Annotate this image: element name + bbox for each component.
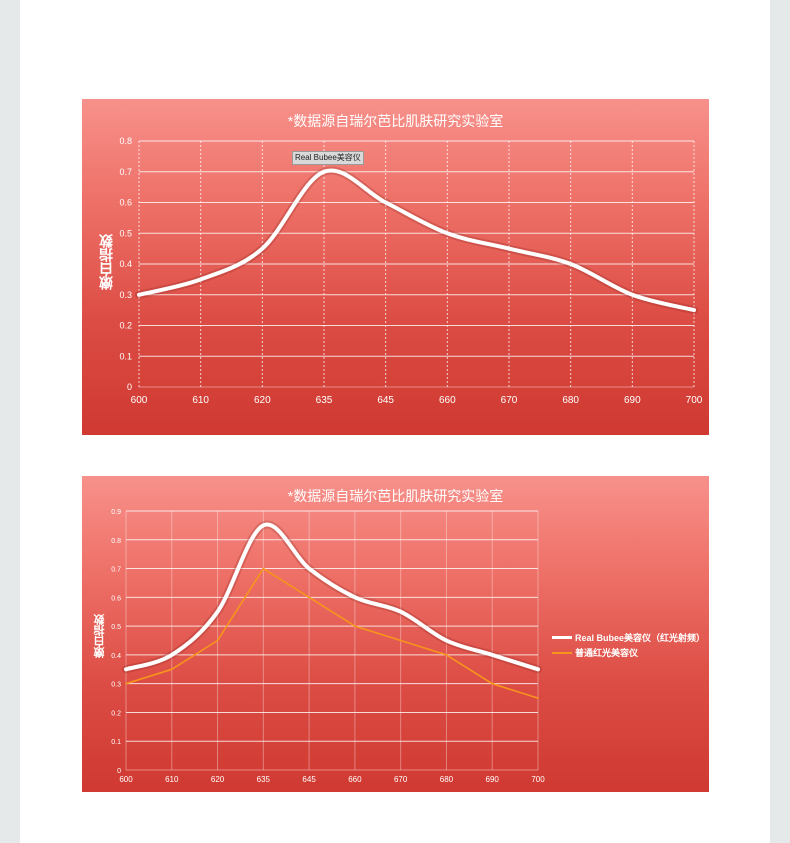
chart-1-y-tick-label: 0.6 bbox=[119, 198, 132, 208]
chart-2-x-tick-label: 660 bbox=[348, 775, 362, 784]
legend-item-ordinary: 普通红光美容仪 bbox=[552, 645, 705, 660]
chart-2-series-0-point-9 bbox=[537, 668, 539, 671]
chart-2-series-0-point-8 bbox=[491, 654, 494, 656]
chart-1-series-0-point-8 bbox=[631, 293, 634, 296]
chart-2-series-1-line bbox=[125, 567, 539, 699]
chart-1-series-0-point-3 bbox=[323, 170, 325, 173]
chart-1-y-tick-label: 0.1 bbox=[119, 351, 132, 361]
chart-1-series-0-point-0 bbox=[138, 293, 140, 296]
chart-2-series-1-point-8 bbox=[491, 682, 494, 685]
chart-1-series-0-point-4 bbox=[384, 201, 387, 204]
chart-2-x-tick-label: 600 bbox=[119, 775, 133, 784]
chart-1-x-tick-label: 600 bbox=[131, 395, 148, 406]
chart-2-series-0-point-3 bbox=[262, 524, 265, 527]
chart-1-title: *数据源自瑞尔芭比肌肤研究实验室 bbox=[287, 113, 504, 129]
chart-2-x-tick-label: 620 bbox=[211, 775, 225, 784]
chart-2-series-0-line bbox=[124, 522, 540, 672]
chart-1-series-0-point-1 bbox=[199, 278, 202, 281]
chart-1-annotation: Real Bubee美容仪 bbox=[292, 151, 364, 165]
chart-2-series-0-point-2 bbox=[216, 610, 219, 613]
chart-2-series-0-point-4 bbox=[308, 567, 310, 570]
chart-1-y-tick-label: 0.3 bbox=[119, 290, 132, 300]
chart-panel-1: *数据源自瑞尔芭比肌肤研究实验室 嫩白指数 0 0.1 0.2 0.3 0.4 0.5 0.… bbox=[82, 99, 709, 435]
chart-2-series-1-point-0 bbox=[125, 682, 127, 685]
chart-1-x-tick-label: 670 bbox=[501, 395, 518, 406]
chart-2-x-tick-label: 645 bbox=[302, 775, 316, 784]
chart-2-series-0-point-1 bbox=[170, 654, 173, 656]
chart-1-y-tick-label: 0.5 bbox=[119, 228, 132, 238]
chart-2-series-0-point-7 bbox=[445, 639, 448, 642]
chart-1-y-tick-label: 0.8 bbox=[119, 136, 132, 146]
chart-2-y-tick-label: 0.3 bbox=[111, 682, 121, 689]
chart-1-series-0-point-6 bbox=[508, 247, 510, 250]
chart-1-x-tick-label: 660 bbox=[439, 395, 456, 406]
chart-1-y-tick-label: 0.4 bbox=[119, 259, 132, 269]
chart-1-series-0-point-7 bbox=[569, 263, 572, 265]
chart-2-series-1-point-5 bbox=[354, 625, 356, 627]
chart-1-x-tick-label: 700 bbox=[686, 395, 703, 406]
chart-1-series-0-line bbox=[137, 168, 696, 313]
chart-panel-2: *数据源自瑞尔芭比肌肤研究实验室 嫩白指数 0 0.1 0.2 0.3 0.4 0.5 0.… bbox=[82, 476, 709, 792]
chart-2-x-tick-label: 690 bbox=[486, 775, 500, 784]
chart-2-y-tick-label: 0 bbox=[117, 768, 121, 775]
chart-2-y-tick-label: 0.1 bbox=[111, 739, 121, 746]
chart-2-legend: Real Bubee美容仪（红光射频） 普通红光美容仪 bbox=[552, 630, 705, 660]
chart-2-x-tick-label: 610 bbox=[165, 775, 179, 784]
chart-2-y-tick-label: 0.6 bbox=[111, 595, 121, 602]
chart-1-x-tick-label: 620 bbox=[254, 395, 271, 406]
chart-2-title: *数据源自瑞尔芭比肌肤研究实验室 bbox=[287, 488, 504, 504]
chart-2-series-1-point-2 bbox=[216, 639, 219, 642]
chart-1-x-tick-label: 680 bbox=[562, 395, 579, 406]
chart-2-x-tick-label: 670 bbox=[394, 775, 408, 784]
chart-2-series-1-point-1 bbox=[170, 668, 173, 671]
legend-item-real-bubee: Real Bubee美容仪（红光射频） bbox=[552, 630, 705, 645]
chart-2-x-tick-label: 635 bbox=[257, 775, 271, 784]
chart-2-series-1-point-6 bbox=[399, 639, 402, 642]
chart-2-series-1-point-7 bbox=[445, 654, 448, 656]
chart-2-y-tick-label: 0.7 bbox=[111, 567, 121, 574]
chart-2-y-tick-label: 0.9 bbox=[111, 509, 121, 516]
chart-2-series-0-point-0 bbox=[125, 668, 127, 671]
legend-label-ordinary: 普通红光美容仪 bbox=[575, 648, 639, 658]
chart-1-series-0-point-5 bbox=[446, 232, 449, 235]
chart-2-series-1-point-9 bbox=[537, 697, 539, 699]
chart-2-plot: 0 0.1 0.2 0.3 0.4 0.5 0.6 0.7 0.8 0.9 600 610 620 635… bbox=[111, 509, 545, 784]
chart-1-x-tick-label: 610 bbox=[192, 395, 209, 406]
chart-1-y-tick-label: 0.2 bbox=[119, 321, 132, 331]
chart-2-y-tick-label: 0.5 bbox=[111, 624, 121, 631]
chart-1-x-tick-label: 635 bbox=[316, 395, 333, 406]
chart-2-y-tick-label: 0.8 bbox=[111, 538, 121, 545]
chart-1-x-tick-label: 645 bbox=[377, 395, 394, 406]
chart-1-series-0-shadow bbox=[135, 166, 698, 315]
chart-1-series-0-point-9 bbox=[693, 309, 695, 311]
chart-2-series-1-point-3 bbox=[262, 567, 265, 570]
chart-1-y-tick-label: 0.7 bbox=[119, 167, 132, 177]
chart-2-series-0-point-6 bbox=[399, 610, 402, 613]
chart-2-x-tick-label: 700 bbox=[531, 775, 545, 784]
chart-2-x-tick-label: 680 bbox=[440, 775, 454, 784]
chart-2-y-tick-label: 0.4 bbox=[111, 653, 121, 660]
chart-2-series-0-point-5 bbox=[354, 596, 356, 599]
legend-swatch-real-bubee bbox=[552, 636, 572, 639]
chart-2-y-tick-label: 0.2 bbox=[111, 710, 121, 717]
chart-1-series-0-point-2 bbox=[261, 247, 264, 250]
chart-1-plot: 0 0.1 0.2 0.3 0.4 0.5 0.6 0.7 0.8 600 610 620 635 645… bbox=[119, 136, 703, 406]
chart-2-series-1-point-4 bbox=[308, 596, 310, 599]
legend-label-real-bubee: Real Bubee美容仪（红光射频） bbox=[575, 633, 706, 643]
legend-swatch-ordinary bbox=[552, 651, 572, 654]
chart-1-y-tick-label: 0 bbox=[127, 382, 132, 392]
chart-1-x-tick-label: 690 bbox=[624, 395, 641, 406]
